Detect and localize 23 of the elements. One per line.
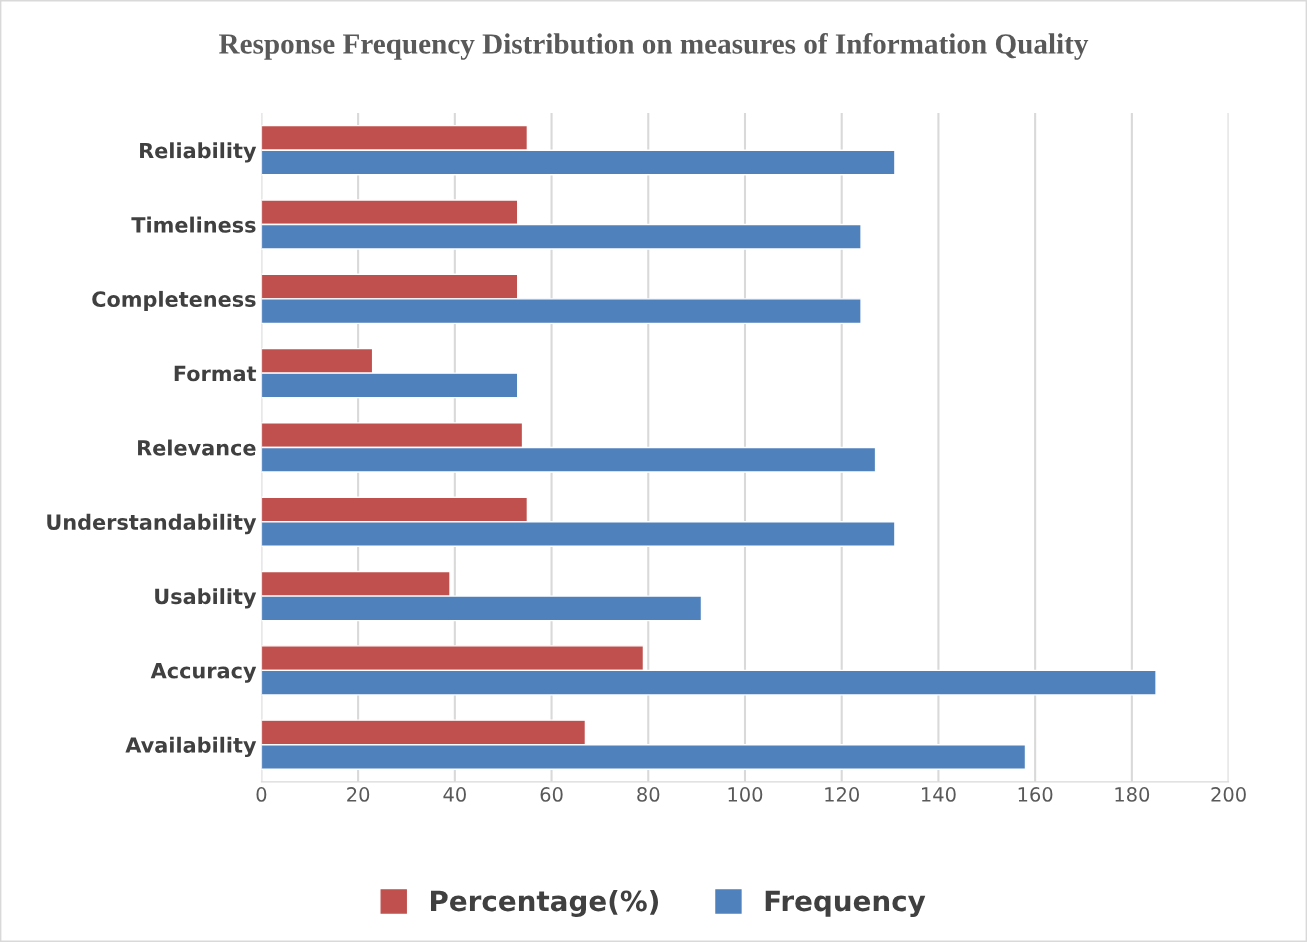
legend-label: Frequency (765, 890, 926, 917)
y-tick-label: Accuracy (150, 663, 257, 683)
x-tick-label: 120 (825, 787, 859, 802)
y-tick-label: Availability (125, 736, 257, 758)
legend-label: Percentage(%) (431, 889, 659, 917)
y-tick-label: Timeliness (131, 216, 256, 233)
y-tick-label: Usability (155, 588, 257, 609)
y-tick-label: Relevance (138, 439, 256, 456)
chart-title: Response Frequency Distribution on measures of Information Quality (219, 32, 1089, 60)
x-tick-label: 200 (1211, 787, 1246, 802)
x-tick-label: 20 (347, 787, 370, 802)
x-tick-label: 180 (1115, 787, 1150, 802)
y-tick-label: Reliability (140, 142, 257, 163)
x-tick-label: 40 (443, 787, 466, 802)
y-tick-label: Understandability (47, 513, 257, 535)
y-tick-label: Completeness (92, 290, 256, 312)
y-tick-label: Format (174, 365, 257, 382)
x-tick-label: 160 (1018, 787, 1053, 802)
x-tick-label: 60 (540, 787, 563, 802)
x-tick-label: 80 (637, 787, 660, 802)
x-tick-label: 100 (728, 787, 763, 802)
x-tick-label: 140 (922, 787, 956, 802)
x-tick-label: 0 (256, 787, 267, 802)
